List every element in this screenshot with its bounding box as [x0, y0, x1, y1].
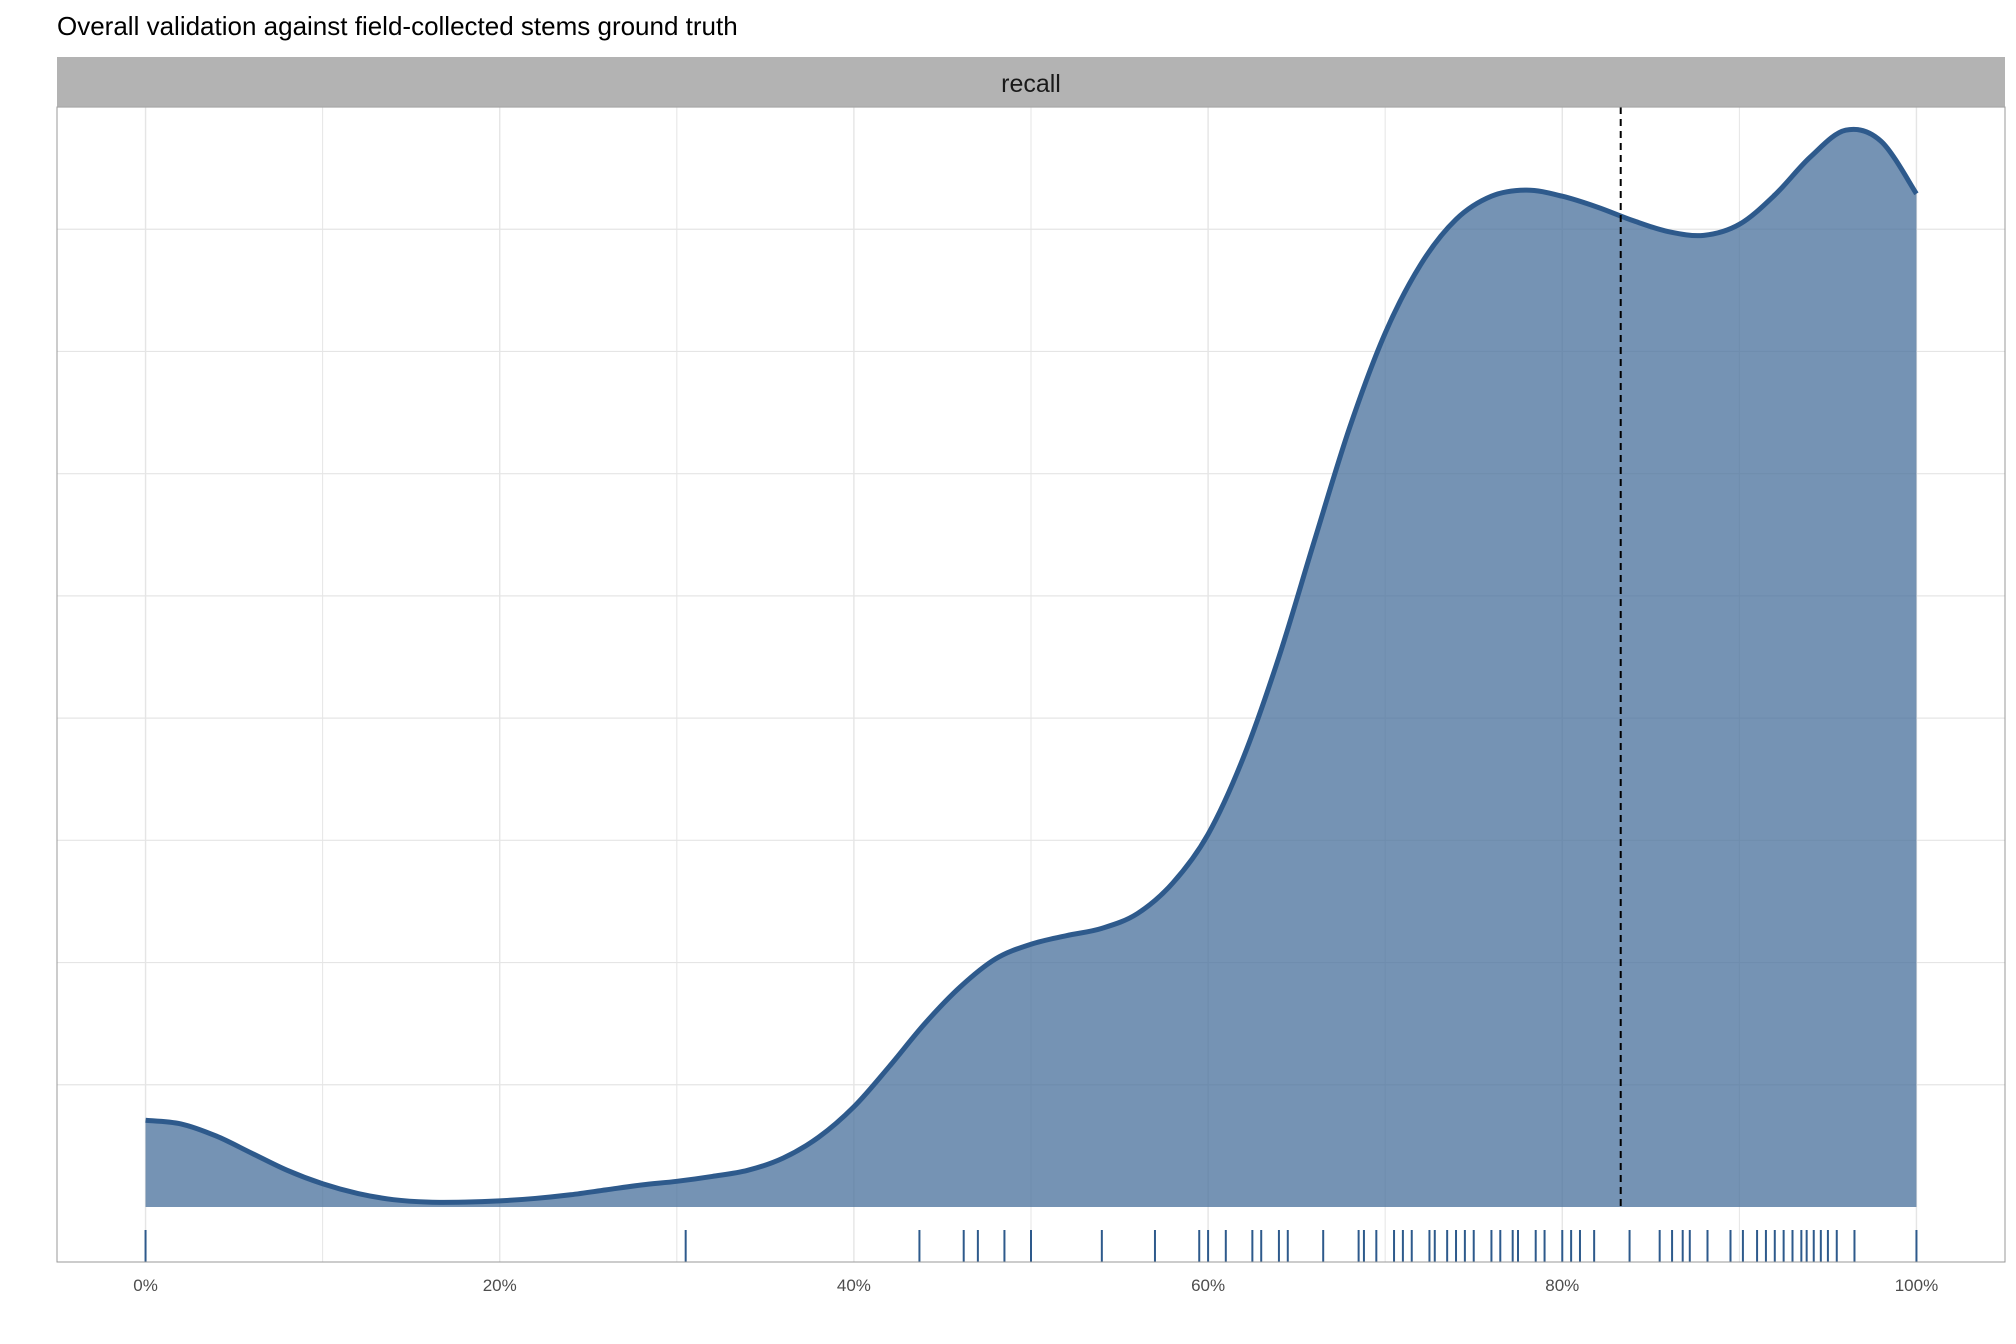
x-tick-label-0: 0%: [133, 1276, 158, 1295]
x-tick-label-2: 40%: [837, 1276, 871, 1295]
x-tick-label-4: 80%: [1545, 1276, 1579, 1295]
density-area-fill: [145, 129, 1917, 1207]
x-tick-label-1: 20%: [483, 1276, 517, 1295]
density-curve-line: [145, 126, 1919, 1205]
density-area-group: [145, 126, 1919, 1207]
facet-strip-label: recall: [1001, 70, 1061, 98]
facet-strip: [57, 57, 2005, 107]
chart-title: Overall validation against field-collect…: [57, 11, 738, 41]
x-tick-label-5: 100%: [1895, 1276, 1938, 1295]
x-tick-label-3: 60%: [1191, 1276, 1225, 1295]
rug-marks: [144, 1230, 1918, 1262]
x-axis-ticks: 0% 20% 40% 60% 80% 100%: [133, 1276, 1938, 1295]
panel-border: [56, 106, 2006, 1263]
